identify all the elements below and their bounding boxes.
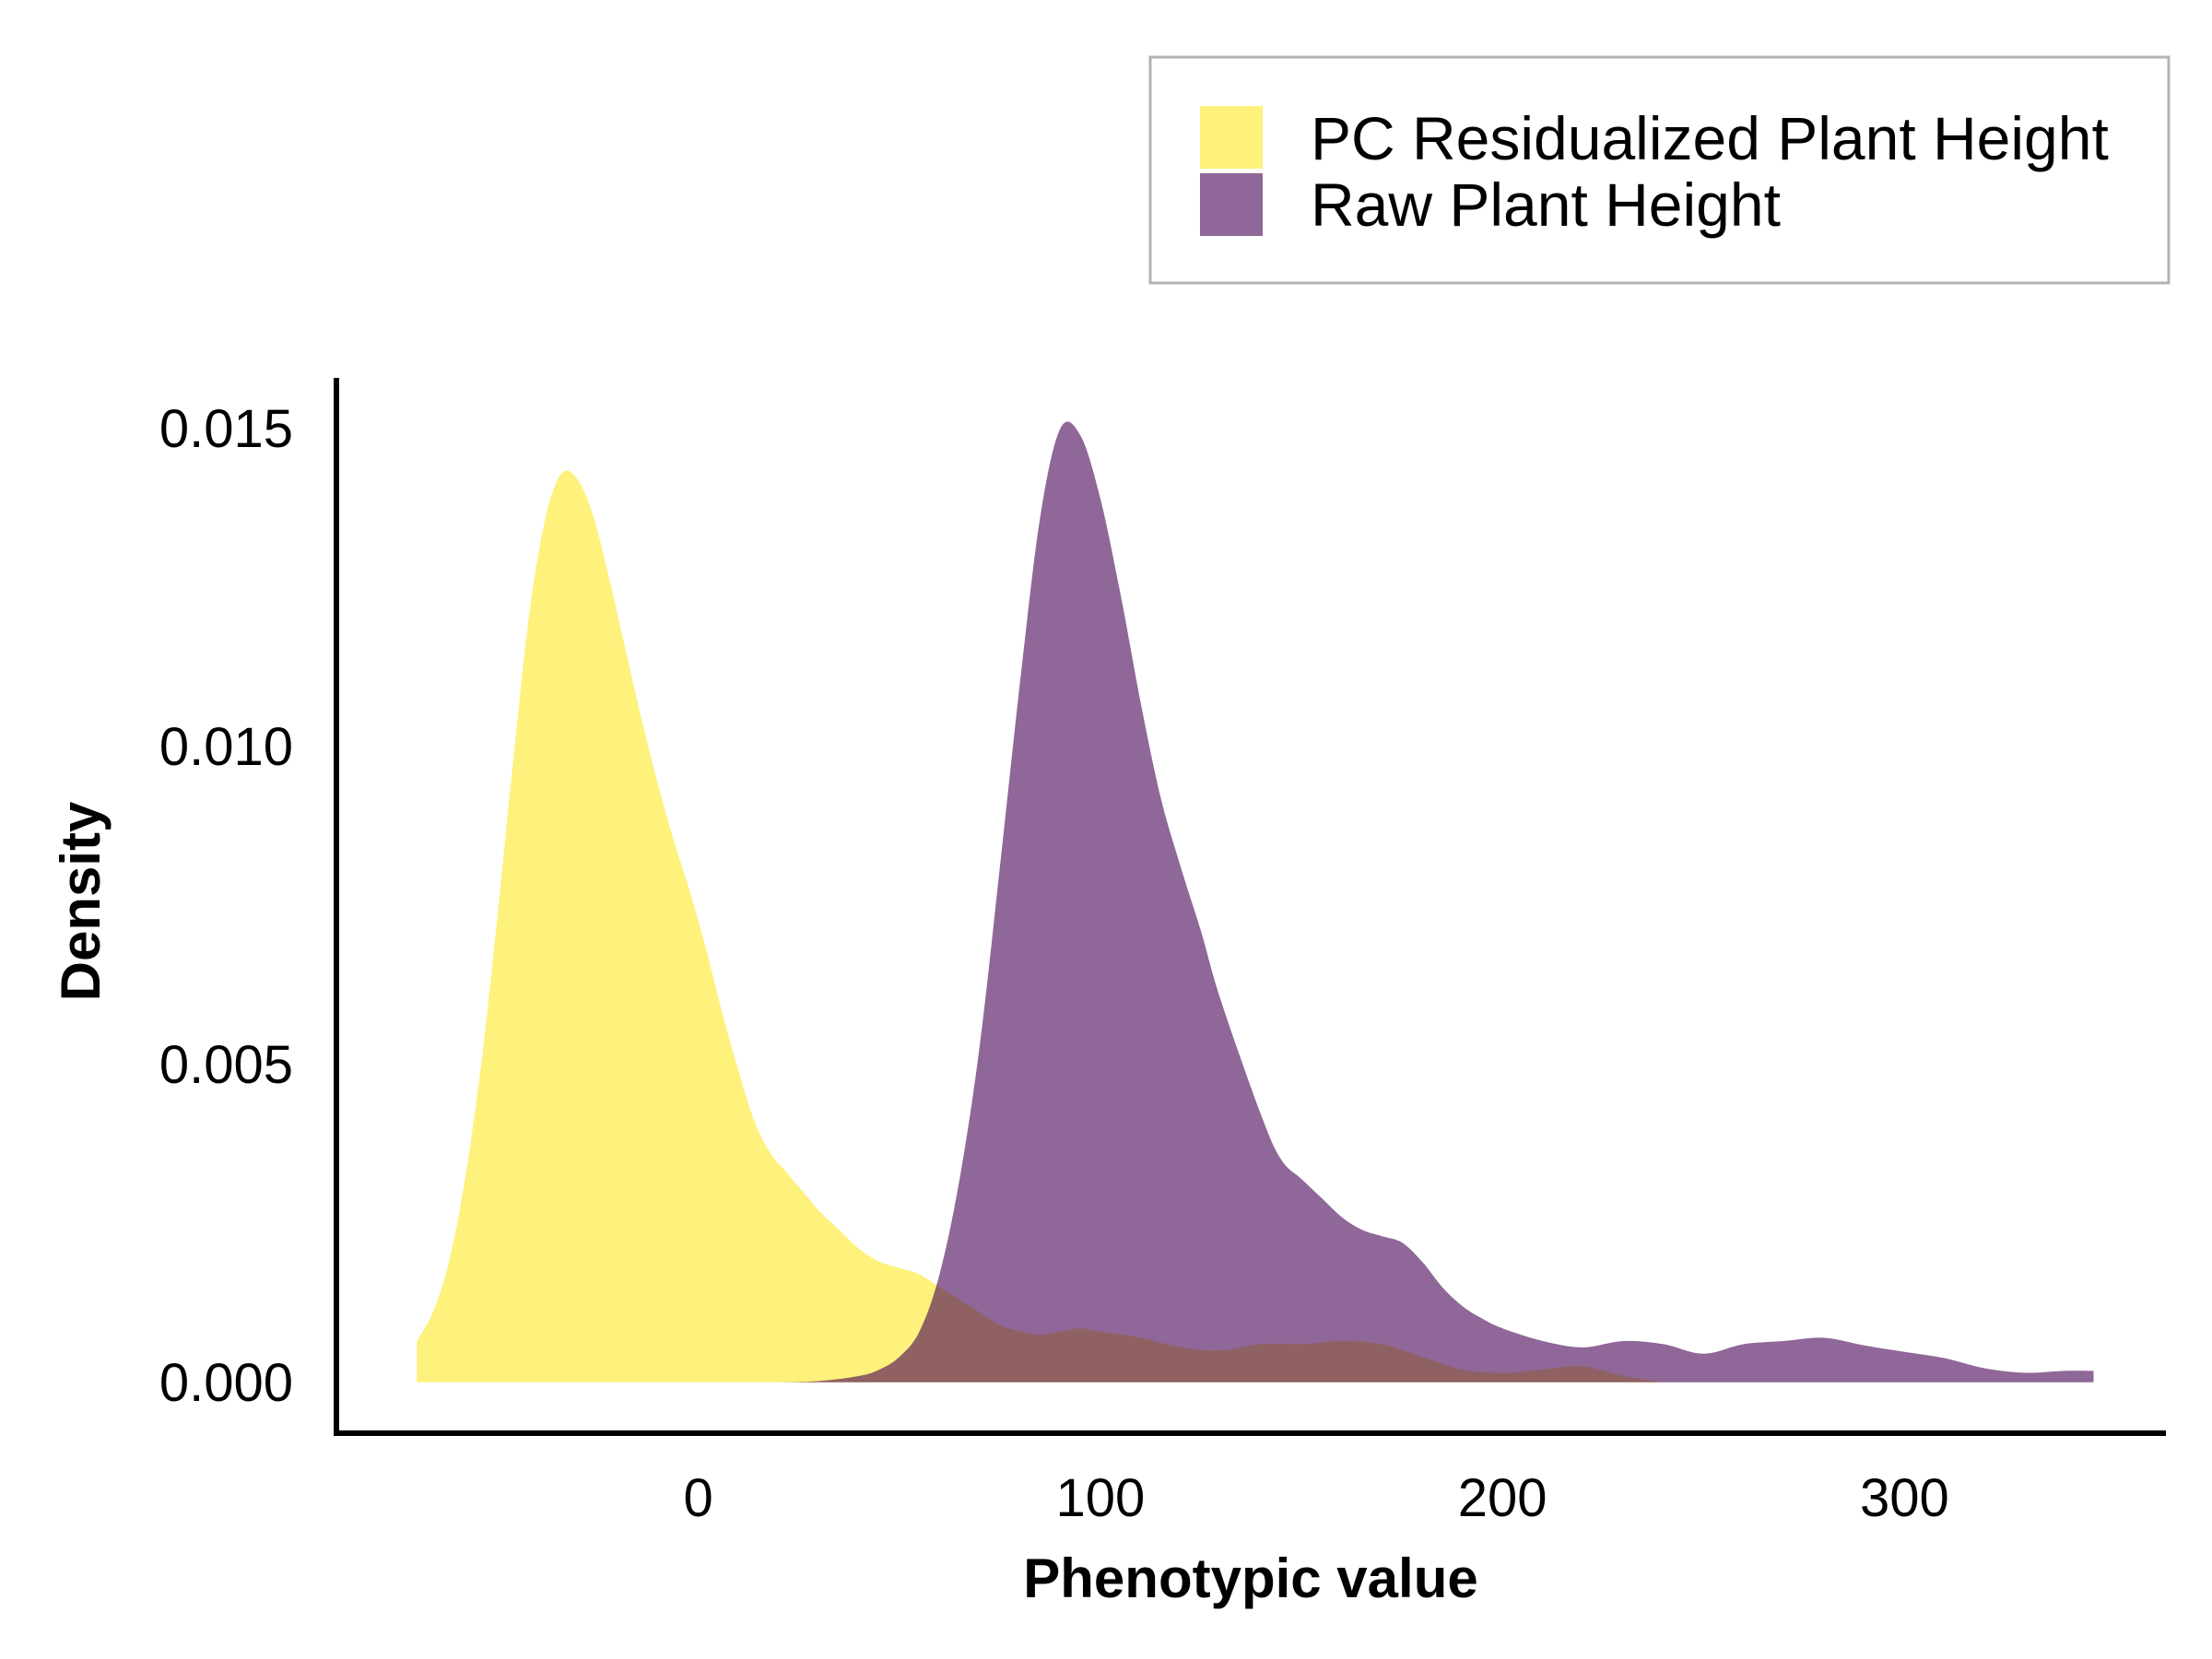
legend-box bbox=[1148, 55, 2171, 285]
x-tick-label: 300 bbox=[1860, 1468, 1949, 1528]
x-tick-labels: 0 100 200 300 bbox=[683, 1468, 1948, 1528]
legend-label-pc-residualized: PC Residualized Plant Height bbox=[1311, 104, 2109, 172]
x-tick-label: 100 bbox=[1056, 1468, 1146, 1528]
y-tick-labels: 0.000 0.005 0.010 0.015 bbox=[159, 399, 293, 1413]
y-tick-label: 0.010 bbox=[159, 717, 293, 777]
y-tick-label: 0.000 bbox=[159, 1353, 293, 1413]
x-tick-label: 200 bbox=[1458, 1468, 1547, 1528]
y-tick-label: 0.005 bbox=[159, 1035, 293, 1095]
y-axis-title: Density bbox=[50, 801, 112, 1001]
density-area-series-0 bbox=[417, 470, 1664, 1382]
legend-swatch-raw bbox=[1200, 173, 1263, 236]
density-area-series-1 bbox=[778, 421, 2094, 1382]
legend-label-raw: Raw Plant Height bbox=[1311, 171, 1781, 239]
legend-swatch-pc-residualized bbox=[1200, 106, 1263, 169]
y-tick-label: 0.015 bbox=[159, 399, 293, 459]
x-axis-title: Phenotypic value bbox=[1023, 1547, 1477, 1609]
x-tick-label: 0 bbox=[683, 1468, 712, 1528]
density-areas bbox=[417, 421, 2094, 1382]
legend: PC Residualized Plant Height Raw Plant H… bbox=[1148, 55, 2171, 285]
